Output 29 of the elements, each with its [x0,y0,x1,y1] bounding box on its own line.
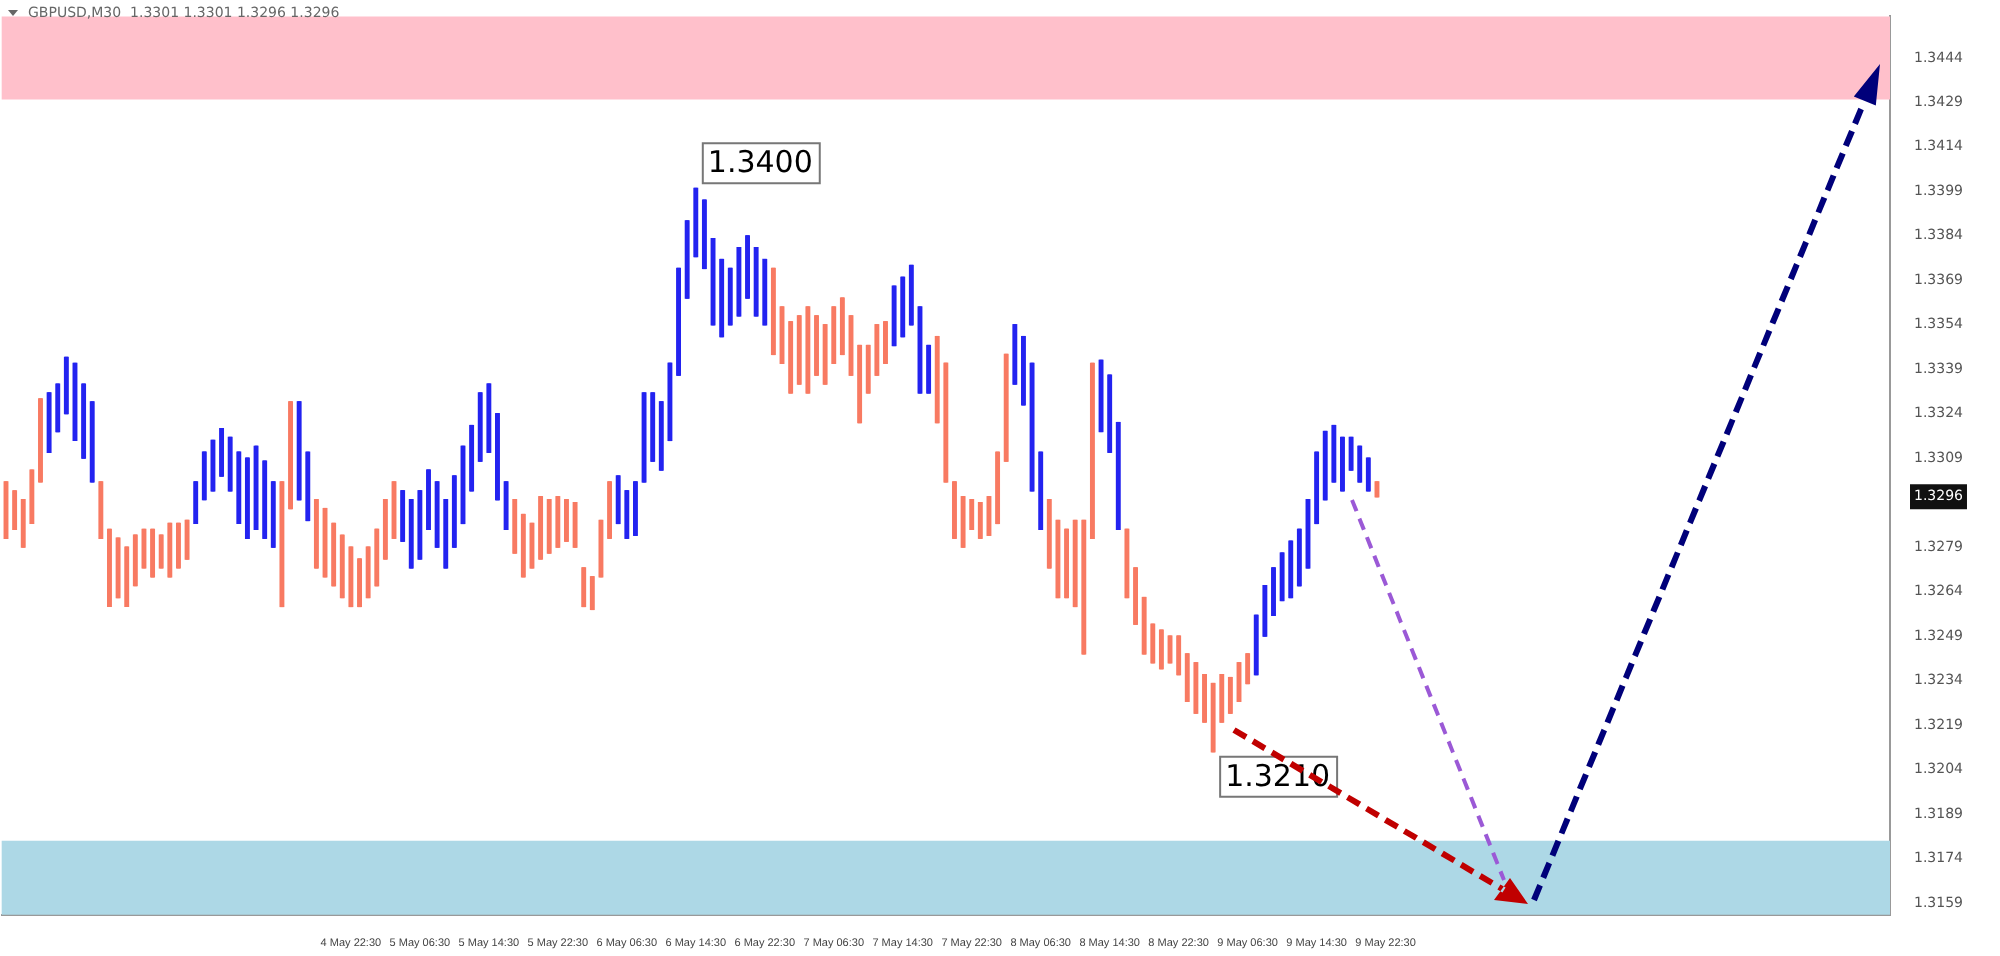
candlestick [115,537,121,599]
candlestick [1357,445,1363,483]
candlestick [1305,499,1311,569]
candlestick [322,507,328,578]
candlestick [339,534,345,599]
candlestick [1322,430,1328,501]
candlestick [848,315,854,376]
candlestick [1374,481,1380,498]
candlestick [460,445,466,525]
candlestick [529,522,535,569]
candlestick [555,496,561,548]
candlestick [184,519,190,560]
candlestick [986,496,992,536]
candlestick [891,285,897,347]
candlestick [900,276,906,338]
candlestick [1124,528,1130,599]
candlestick [210,439,216,492]
candlestick [546,499,552,554]
candlestick [960,496,966,548]
candlestick [1141,596,1147,655]
candlestick [581,567,587,608]
annotation: 1.3400 [707,144,813,181]
candlestick [1288,540,1294,599]
candlestick [270,481,276,548]
candlestick [1167,635,1173,664]
candlestick [391,481,397,539]
candlestick [1012,324,1018,385]
candlestick [512,499,518,554]
candlestick [1210,682,1216,753]
